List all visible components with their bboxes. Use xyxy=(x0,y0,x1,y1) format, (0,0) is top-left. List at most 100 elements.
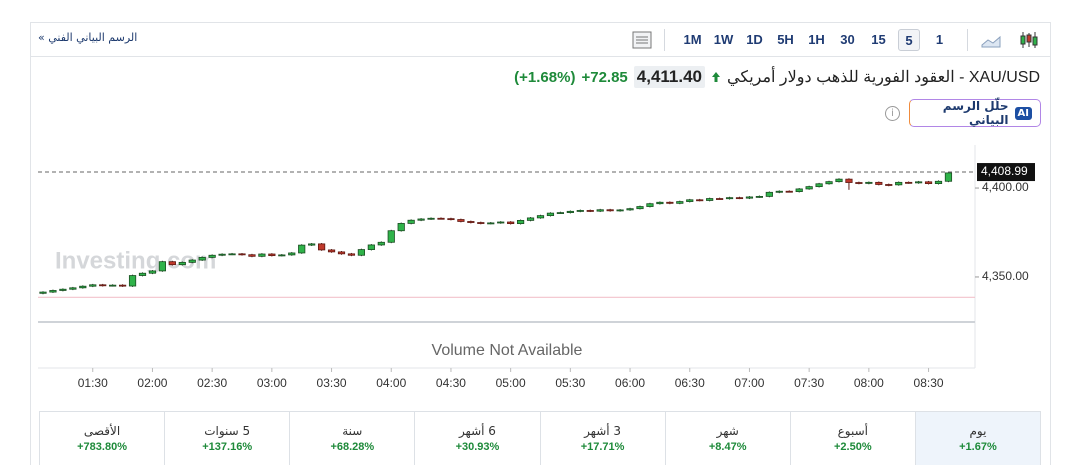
divider xyxy=(30,56,1051,57)
x-tick-label: 08:00 xyxy=(854,376,884,390)
price: 4,411.40 xyxy=(633,66,706,88)
x-tick-label: 04:00 xyxy=(376,376,406,390)
toolbar: 1M 1W 1D 5H 1H 30 15 5 1 xyxy=(632,27,1040,53)
separator xyxy=(967,29,968,51)
candle-body xyxy=(596,209,604,212)
candle-body xyxy=(357,249,366,256)
candle-body xyxy=(119,284,127,287)
candle-chart-icon[interactable] xyxy=(1018,30,1040,50)
analyze-button[interactable]: حلّل الرسم البياني AI xyxy=(909,99,1041,127)
candle-body xyxy=(158,261,166,272)
performance-cell[interactable]: سنة +68.28% xyxy=(289,411,415,465)
x-tick-label: 02:00 xyxy=(137,376,167,390)
candle-body xyxy=(944,172,953,182)
candle-body xyxy=(517,220,525,225)
period-label: أسبوع xyxy=(837,424,868,438)
candle-body xyxy=(606,209,614,212)
performance-cell[interactable]: 5 سنوات +137.16% xyxy=(164,411,290,465)
x-tick-label: 05:30 xyxy=(555,376,585,390)
info-icon[interactable]: i xyxy=(885,106,900,121)
candle-body xyxy=(467,221,475,223)
candle-body xyxy=(59,288,67,291)
technical-chart-link[interactable]: الرسم البياني الفني » xyxy=(38,31,138,44)
performance-cell[interactable]: أسبوع +2.50% xyxy=(789,411,915,465)
candle-body xyxy=(248,254,256,257)
x-tick-label: 07:00 xyxy=(734,376,764,390)
period-label: سنة xyxy=(342,424,363,438)
candle-body xyxy=(218,253,226,256)
line-chart-icon[interactable] xyxy=(980,31,1002,49)
timeframe-button[interactable]: 1W xyxy=(713,32,734,47)
x-tick-label: 08:30 xyxy=(914,376,944,390)
candle-body xyxy=(128,275,137,287)
candle-body xyxy=(278,254,286,257)
candle-body xyxy=(427,217,435,220)
candle-body xyxy=(407,219,415,224)
candle-body xyxy=(367,244,375,250)
candle-body xyxy=(924,181,933,184)
candle-body xyxy=(855,182,863,184)
timeframe-button[interactable]: 1D xyxy=(746,32,763,47)
performance-cell[interactable]: شهر +8.47% xyxy=(664,411,790,465)
candle-body xyxy=(646,203,654,207)
candle-body xyxy=(447,218,455,221)
ai-badge: AI xyxy=(1014,106,1032,120)
analyze-label: حلّل الرسم البياني xyxy=(942,99,1009,127)
candle-body xyxy=(258,253,266,257)
x-tick-label: 06:00 xyxy=(615,376,645,390)
candle-body xyxy=(825,181,833,185)
candle-body xyxy=(875,181,883,185)
candle-body xyxy=(188,259,196,263)
performance-cell[interactable]: يوم +1.67% xyxy=(914,411,1041,465)
period-change: +8.47% xyxy=(708,441,747,453)
candle-body xyxy=(586,210,594,212)
performance-cell[interactable]: 3 أشهر +17.71% xyxy=(539,411,665,465)
candle-body xyxy=(288,252,296,256)
candle-body xyxy=(268,253,276,257)
candle-body xyxy=(477,222,485,224)
timeframe-button[interactable]: 5 xyxy=(898,29,920,51)
candle-body xyxy=(905,181,913,184)
table-icon[interactable] xyxy=(632,31,652,49)
period-change: +2.50% xyxy=(834,441,872,453)
timeframe-button[interactable]: 1 xyxy=(935,32,944,47)
timeframe-button[interactable]: 1H xyxy=(808,32,825,47)
performance-cell[interactable]: 6 أشهر +30.93% xyxy=(414,411,540,465)
candle-body xyxy=(666,201,674,204)
timeframe-button[interactable]: 15 xyxy=(871,32,886,47)
last-price-label: 4,408.99 xyxy=(981,164,1028,178)
candle-body xyxy=(895,181,903,186)
candle-body xyxy=(99,284,107,287)
candle-body xyxy=(198,256,206,261)
timeframe-button[interactable]: 1M xyxy=(683,32,702,47)
candle-body xyxy=(725,197,734,200)
candle-body xyxy=(706,198,714,201)
candle-body xyxy=(138,272,147,276)
period-change: +68.28% xyxy=(330,441,375,453)
candle-body xyxy=(805,186,813,190)
candle-body xyxy=(168,261,176,266)
timeframe-button[interactable]: 30 xyxy=(840,32,855,47)
x-tick-label: 03:30 xyxy=(317,376,347,390)
candle-body xyxy=(686,199,694,202)
candle-body xyxy=(109,284,117,287)
candle-body xyxy=(934,180,943,184)
period-label: 6 أشهر xyxy=(458,424,496,438)
candle-body xyxy=(337,251,346,255)
x-tick-label: 06:30 xyxy=(675,376,705,390)
x-tick-label: 01:30 xyxy=(78,376,108,390)
candle-body xyxy=(765,191,773,197)
candle-body xyxy=(397,223,405,232)
timeframe-button[interactable]: 5H xyxy=(777,32,794,47)
candle-body xyxy=(208,254,216,258)
candle-body xyxy=(536,215,545,219)
candle-body xyxy=(417,218,425,221)
separator xyxy=(664,29,665,51)
performance-cell[interactable]: الأقصى +783.80% xyxy=(39,411,165,465)
candle-body xyxy=(915,181,923,184)
candle-body xyxy=(556,212,565,214)
candle-body xyxy=(845,178,853,183)
widget-frame xyxy=(30,22,1051,465)
candle-body xyxy=(576,210,584,212)
candle-body xyxy=(676,201,684,204)
